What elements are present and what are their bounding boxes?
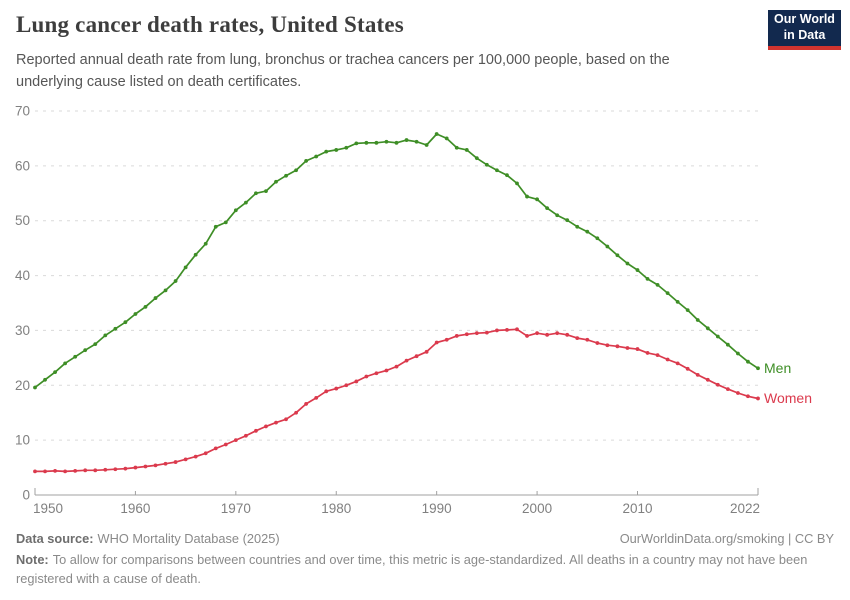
attribution-link[interactable]: OurWorldinData.org/smoking | CC BY	[619, 531, 834, 546]
owid-logo[interactable]: Our World in Data	[768, 10, 841, 50]
svg-text:1950: 1950	[33, 501, 63, 516]
svg-text:0: 0	[22, 488, 30, 503]
men-line-series: Men	[33, 132, 791, 390]
svg-text:1970: 1970	[221, 501, 251, 516]
x-axis	[34, 488, 759, 496]
men-series-label: Men	[764, 360, 791, 376]
svg-text:50: 50	[15, 213, 30, 228]
line-chart: 0 10 20 30 40 50 60 70 1950 1960 1970 1980 1990 2000 2…	[15, 104, 812, 517]
data-source-label: Data source:	[16, 531, 94, 546]
svg-text:2000: 2000	[522, 501, 552, 516]
footnote-text: To allow for comparisons between countri…	[16, 552, 808, 586]
y-gridlines	[35, 110, 758, 441]
footnote-label: Note:	[16, 552, 49, 567]
svg-text:2022: 2022	[730, 501, 760, 516]
svg-text:10: 10	[15, 433, 30, 448]
footnote: Note: To allow for comparisons between co…	[16, 551, 834, 588]
women-line-series: Women	[33, 327, 812, 474]
page-title: Lung cancer death rates, United States	[16, 12, 404, 37]
women-series-label: Women	[764, 390, 812, 406]
svg-text:1980: 1980	[321, 501, 351, 516]
svg-text:1990: 1990	[422, 501, 452, 516]
svg-text:1960: 1960	[120, 501, 150, 516]
svg-text:70: 70	[15, 104, 30, 119]
data-source: Data source: WHO Mortality Database (2025…	[16, 531, 280, 546]
y-axis-labels: 0 10 20 30 40 50 60 70	[15, 104, 30, 503]
data-source-value: WHO Mortality Database (2025)	[97, 531, 280, 546]
svg-text:60: 60	[15, 158, 30, 173]
svg-text:2010: 2010	[622, 501, 652, 516]
chart-subtitle: Reported annual death rate from lung, br…	[16, 52, 670, 90]
owid-logo-line2: in Data	[783, 28, 826, 42]
owid-logo-line1: Our World	[774, 12, 835, 27]
chart-footer: Data source: WHO Mortality Database (2025…	[16, 531, 834, 588]
svg-text:30: 30	[15, 323, 30, 338]
svg-text:20: 20	[15, 378, 30, 393]
x-axis-labels: 1950 1960 1970 1980 1990 2000 2010 2022	[33, 501, 760, 516]
svg-text:40: 40	[15, 268, 30, 283]
